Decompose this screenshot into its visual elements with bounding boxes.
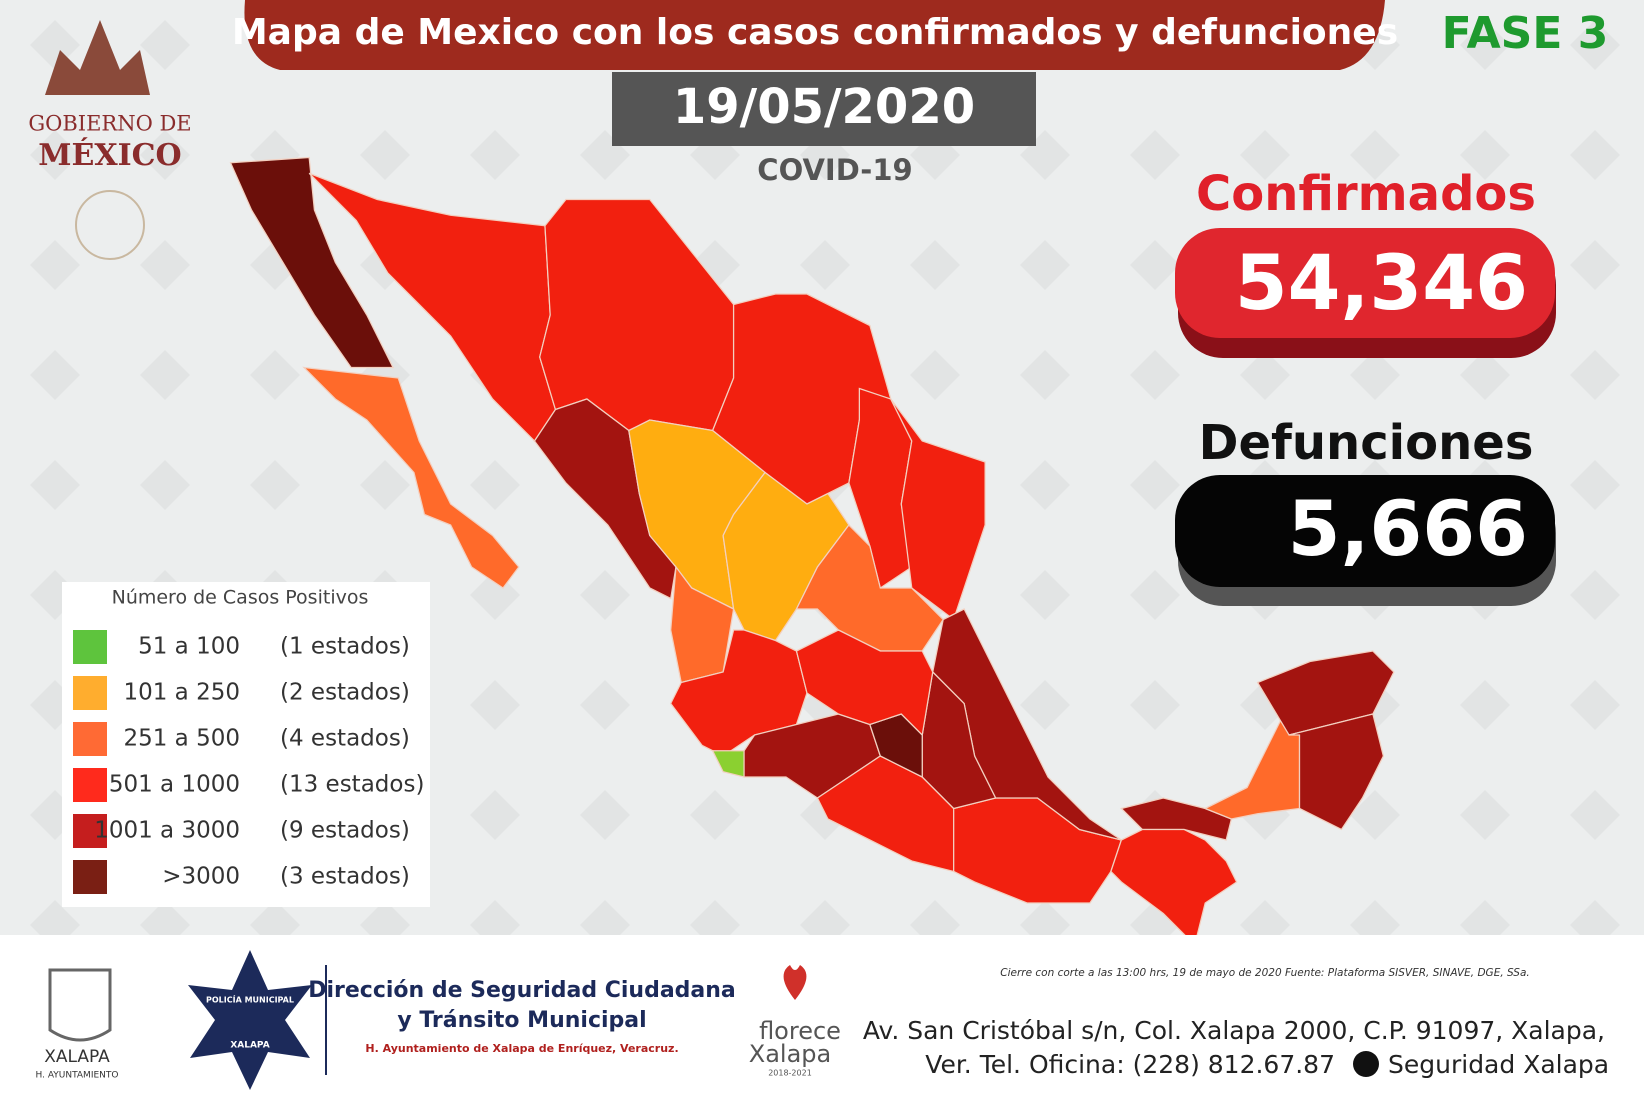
deaths-value: 5,666 <box>1288 484 1528 573</box>
badge-bottom: XALAPA <box>230 1041 269 1051</box>
xalapa-logo: XALAPA H. AYUNTAMIENTO <box>36 968 119 1081</box>
confirmed-value: 54,346 <box>1235 238 1528 327</box>
legend-range: 251 a 500 <box>123 726 240 752</box>
florece-city: Xalapa <box>749 1040 831 1068</box>
org-line1: Dirección de Seguridad Ciudadana <box>308 978 736 1003</box>
confirmed-label: Confirmados <box>1196 166 1536 222</box>
gov-logo: GOBIERNO DE MÉXICO <box>28 20 192 260</box>
florece: florece <box>759 1017 841 1045</box>
legend-range: 51 a 100 <box>138 634 240 660</box>
ayuntamiento-label: H. AYUNTAMIENTO <box>36 1071 119 1081</box>
logo-line2: MÉXICO <box>38 137 181 173</box>
facebook-icon <box>1353 1051 1379 1077</box>
social: Seguridad Xalapa <box>1388 1050 1609 1079</box>
legend-swatch <box>73 630 107 664</box>
legend-range: 1001 a 3000 <box>94 818 240 844</box>
legend-swatch <box>73 722 107 756</box>
phase: FASE 3 <box>1442 8 1609 59</box>
deaths-box <box>1175 475 1555 587</box>
legend: Número de Casos Positivos 51 a 100 (1 est… <box>62 582 430 907</box>
legend-swatch <box>73 814 107 848</box>
legend-count: (1 estados) <box>280 634 410 660</box>
legend-count: (9 estados) <box>280 818 410 844</box>
legend-count: (2 estados) <box>280 680 410 706</box>
florece-years: 2018-2021 <box>768 1069 812 1078</box>
legend-title: Número de Casos Positivos <box>112 587 369 609</box>
confirmed-box <box>1175 228 1555 338</box>
badge-top: POLICÍA MUNICIPAL <box>206 994 294 1005</box>
title-banner <box>244 0 1385 70</box>
source-note: Cierre con corte a las 13:00 hrs, 19 de … <box>1000 967 1529 979</box>
legend-swatch <box>73 860 107 894</box>
legend-range: 501 a 1000 <box>109 772 240 798</box>
address-line1: Av. San Cristóbal s/n, Col. Xalapa 2000,… <box>863 1016 1605 1045</box>
subtitle: COVID-19 <box>757 153 912 187</box>
legend-count: (4 estados) <box>280 726 410 752</box>
legend-range: >3000 <box>162 864 240 890</box>
org-line2: y Tránsito Municipal <box>397 1008 646 1033</box>
org-line3: H. Ayuntamiento de Xalapa de Enríquez, V… <box>365 1042 678 1055</box>
deaths-label: Defunciones <box>1199 415 1534 471</box>
mexico-map <box>229 156 1395 947</box>
legend-range: 101 a 250 <box>123 680 240 706</box>
address-line2: Ver. Tel. Oficina: (228) 812.67.87 <box>925 1050 1335 1079</box>
logo-line1: GOBIERNO DE <box>28 112 191 136</box>
police-badge: POLICÍA MUNICIPAL XALAPA <box>188 950 312 1090</box>
legend-swatch <box>73 768 107 802</box>
legend-swatch <box>73 676 107 710</box>
legend-box <box>62 582 430 907</box>
legend-count: (3 estados) <box>280 864 410 890</box>
florece-logo: florece Xalapa 2018-2021 <box>749 965 841 1078</box>
legend-count: (13 estados) <box>280 772 424 798</box>
date: 19/05/2020 <box>673 79 975 135</box>
title: Mapa de Mexico con los casos confirmados… <box>232 12 1398 53</box>
xalapa-label: XALAPA <box>44 1047 110 1067</box>
date-box <box>612 72 1036 146</box>
